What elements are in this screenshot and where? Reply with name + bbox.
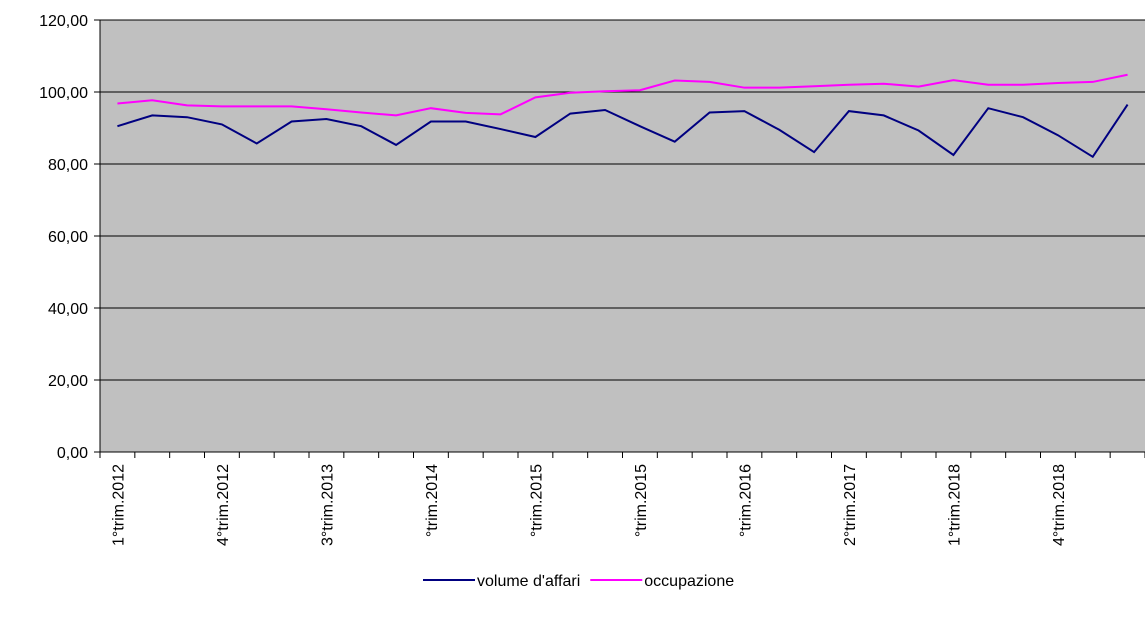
y-tick-label: 100,00 [39,85,88,102]
x-tick-label: °trim.2014 [424,464,441,537]
y-tick-label: 20,00 [48,373,88,390]
legend-label: volume d'affari [477,573,580,590]
x-tick-label: °trim.2015 [528,464,545,537]
x-tick-label: 4°trim.2018 [1051,464,1068,546]
x-tick-label: °trim.2015 [633,464,650,537]
series-line [117,104,1129,159]
y-tick-label: 40,00 [48,301,88,318]
x-tick-label: 1°trim.2018 [946,464,963,546]
x-tick-label: °trim.2016 [737,464,754,537]
y-tick-label: 0,00 [57,445,88,462]
x-tick-label: 3°trim.2013 [319,464,336,546]
y-tick-label: 120,00 [39,13,88,30]
y-tick-label: 60,00 [48,229,88,246]
series-line [117,73,1128,117]
y-tick-label: 80,00 [48,157,88,174]
legend-label: occupazione [644,573,734,590]
x-tick-label: 1°trim.2012 [110,464,127,546]
x-tick-label: 2°trim.2017 [842,464,859,546]
x-tick-label: 4°trim.2012 [215,464,232,546]
